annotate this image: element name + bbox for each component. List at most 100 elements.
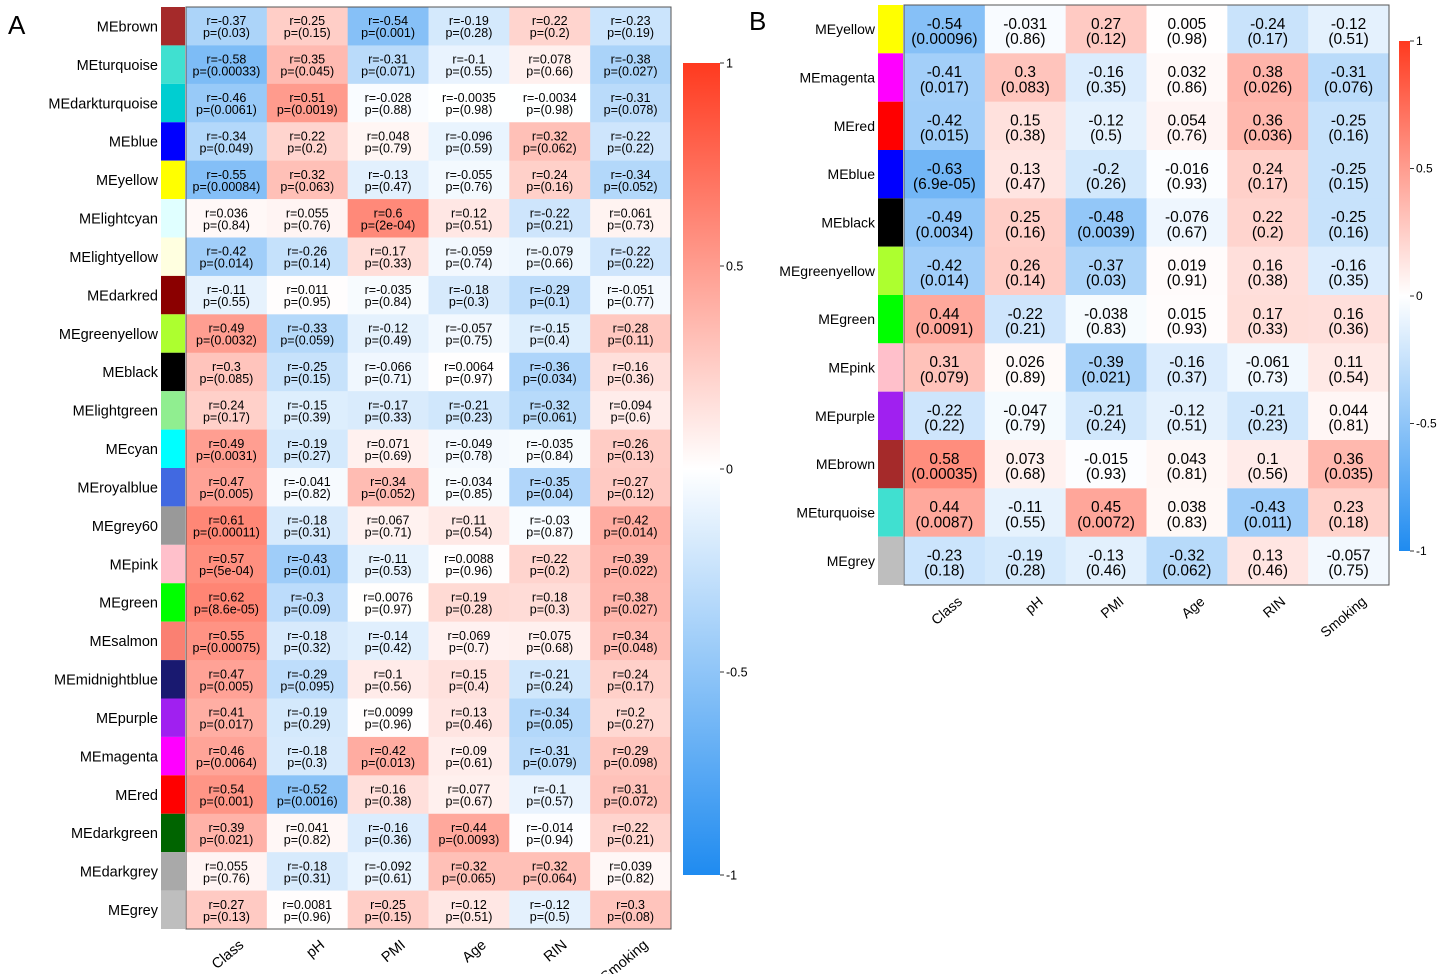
cell-p-value: p=(0.56) [365,679,412,693]
heatmap-cell [266,698,349,738]
cell-p-value: (0.86) [1005,31,1046,48]
cell-p-value: p=(0.0032) [196,334,257,348]
cell-p-value: (0.35) [1086,79,1127,96]
row-label: MEdarkgrey [80,865,159,881]
heatmap-cell [1065,295,1147,344]
cell-r-value: r=0.15 [451,667,487,681]
cell-p-value: (0.79) [1005,418,1046,435]
cell-r-value: r=0.16 [613,360,649,374]
cell-p-value: (0.51) [1167,418,1208,435]
cell-p-value: p=(0.29) [284,718,331,732]
cell-r-value: r=0.47 [209,475,245,489]
heatmap-cell [186,736,268,776]
cell-r-value: 0.15 [1010,112,1040,129]
column-label: pH [303,937,327,961]
heatmap-cell [266,813,349,853]
cell-r-value: r=0.078 [528,53,571,67]
module-color-swatch [878,246,903,295]
cell-r-value: r=0.32 [532,859,568,873]
module-color-swatch [878,198,903,247]
cell-p-value: (0.46) [1248,563,1289,580]
heatmap-cell [186,160,268,200]
cell-p-value: (0.16) [1328,128,1369,145]
cell-r-value: 0.044 [1329,402,1368,419]
cell-p-value: (0.75) [1328,563,1369,580]
heatmap-cell [428,314,510,354]
cell-r-value: -0.057 [1327,547,1371,564]
heatmap-cell [266,160,349,200]
cell-r-value: -0.038 [1084,306,1128,323]
heatmap-cell [266,275,349,315]
cell-r-value: r=-0.29 [287,667,327,681]
heatmap-cell [1065,5,1147,54]
cell-p-value: (0.35) [1328,273,1369,290]
module-color-swatch [161,544,185,584]
heatmap-cell [266,352,349,392]
module-color-swatch [161,736,185,776]
heatmap-cell [1146,246,1228,296]
module-color-swatch [161,199,185,238]
cell-p-value: p=(0.11) [608,334,654,348]
cell-r-value: r=-0.1 [452,53,485,67]
cell-p-value: p=(0.85) [445,487,492,501]
cell-r-value: r=0.11 [451,514,486,528]
cell-r-value: r=-0.3 [291,590,324,604]
heatmap-cell [590,237,672,277]
heatmap-cell [1308,246,1390,296]
cell-p-value: p=(0.51) [445,910,492,924]
row-label: MEsalmon [90,634,159,650]
cell-p-value: p=(0.82) [284,833,331,847]
cell-p-value: p=(0.66) [526,257,573,271]
cell-p-value: p=(0.47) [365,180,412,194]
cell-r-value: r=0.26 [613,437,649,451]
cell-r-value: r=0.34 [370,475,406,489]
cell-r-value: 0.032 [1168,64,1207,81]
cell-p-value: p=(0.05) [526,718,573,732]
heatmap-cell [428,698,510,738]
module-color-swatch [161,506,185,545]
cell-r-value: r=-0.46 [206,91,246,105]
colorbar-tick-label: -0.5 [1416,417,1437,431]
heatmap-cell [186,199,268,238]
cell-p-value: p=(0.96) [365,718,412,732]
cell-p-value: (0.015) [920,128,969,145]
row-label: MEpurple [96,711,158,727]
cell-p-value: p=(0.001) [199,795,253,809]
heatmap-cell [590,160,672,200]
cell-p-value: (0.68) [1005,466,1046,483]
cell-p-value: p=(0.24) [526,679,573,693]
cell-p-value: p=(0.052) [604,180,658,194]
heatmap-cell [904,101,986,151]
cell-r-value: -0.16 [1169,354,1204,371]
heatmap-cell [1065,488,1147,538]
cell-r-value: 0.043 [1168,451,1207,468]
cell-r-value: 0.005 [1168,16,1207,33]
colorbar-tick-label: 0 [726,462,733,476]
heatmap-cell [347,775,429,815]
cell-r-value: r=0.071 [367,437,410,451]
cell-p-value: p=(0.03) [203,26,250,40]
cell-r-value: r=0.44 [451,821,487,835]
cell-p-value: (0.14) [1005,273,1046,290]
cell-p-value: (0.014) [920,273,969,290]
heatmap-cell [347,7,429,46]
module-color-swatch [878,150,903,199]
cell-p-value: p=(0.061) [523,410,577,424]
row-label: MEblue [109,135,158,151]
cell-r-value: -0.25 [1331,209,1366,226]
cell-p-value: p=(0.68) [526,641,573,655]
heatmap-cell [1065,53,1147,103]
cell-p-value: (0.0039) [1077,224,1135,241]
cell-r-value: -0.16 [1088,64,1123,81]
heatmap-cell [428,506,510,546]
heatmap-cell [904,246,986,296]
heatmap-cell [984,391,1067,441]
cell-p-value: p=(0.2) [287,141,327,155]
column-label: pH [1022,593,1046,617]
cell-p-value: (0.98) [1167,31,1208,48]
heatmap-cell [347,506,429,546]
cell-p-value: p=(0.0093) [439,833,500,847]
cell-r-value: r=-0.14 [368,629,408,643]
cell-r-value: 0.1 [1257,451,1279,468]
heatmap-cell [1065,536,1147,586]
